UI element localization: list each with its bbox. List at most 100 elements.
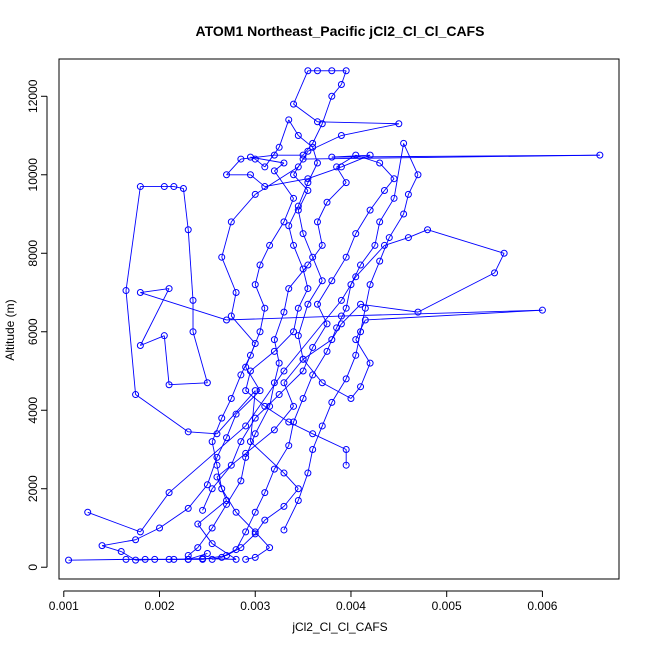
series-line-segment (278, 119, 290, 148)
series-line-segment (283, 382, 294, 407)
data-point (218, 485, 226, 493)
series-line-segment (230, 315, 256, 344)
series-line-segment (355, 331, 361, 356)
data-point (285, 418, 293, 426)
data-point (251, 281, 259, 289)
data-point (208, 540, 216, 548)
series-line-segment (283, 488, 299, 507)
data-point (366, 151, 374, 159)
series-line-segment (274, 162, 285, 172)
series-line-segment (216, 465, 223, 489)
series-line-segment (240, 457, 247, 481)
data-point (309, 253, 317, 261)
data-point (366, 359, 374, 367)
data-point (227, 218, 235, 226)
series-line-segment (254, 166, 299, 195)
data-point (136, 289, 144, 297)
series-line-segment (264, 405, 289, 423)
y-axis: 0 2000 4000 6000 8000 10000 12000 (26, 79, 48, 571)
data-point (342, 179, 350, 187)
y-tick-label: 6000 (26, 318, 40, 345)
series-line-segment (139, 288, 170, 346)
series-line-segment (364, 284, 371, 309)
data-point (117, 548, 125, 556)
data-point (208, 438, 216, 446)
data-point (218, 414, 226, 422)
data-point (270, 347, 278, 355)
series-line-segment (274, 445, 290, 470)
series-line-segment (293, 245, 304, 270)
data-point (251, 190, 259, 198)
series-line-segment (302, 143, 314, 156)
data-point (165, 555, 173, 563)
data-point (280, 502, 288, 510)
data-point (266, 241, 274, 249)
data-point (242, 363, 250, 371)
y-axis-label: Altitude (m) (3, 299, 17, 360)
data-point (280, 367, 288, 375)
data-point (122, 287, 130, 295)
series-line-segment (264, 468, 275, 493)
data-point (203, 379, 211, 387)
series-line-segment (245, 366, 261, 391)
data-point (270, 167, 278, 175)
series-line-segment (163, 335, 170, 385)
series-line-segment (331, 256, 347, 281)
data-point (246, 153, 254, 161)
x-tick-label: 0.002 (144, 599, 174, 613)
series-line-segment (125, 290, 137, 395)
data-point (596, 151, 604, 159)
series-line-segment (140, 492, 170, 533)
data-point (342, 461, 350, 469)
series-line-segment (331, 84, 342, 97)
data-point (500, 249, 508, 257)
data-point (304, 147, 312, 155)
series-line-segment (250, 441, 285, 474)
series-line-segment (169, 382, 208, 386)
data-point (270, 336, 278, 344)
data-point (84, 508, 92, 516)
data-point (132, 556, 140, 564)
data-point (223, 171, 231, 179)
data-point (299, 367, 307, 375)
series-line-segment (245, 433, 256, 458)
series-line-segment (307, 162, 318, 183)
data-point (342, 253, 350, 261)
series-line-segment (283, 288, 290, 313)
data-point (266, 544, 274, 552)
series-line-segment (427, 229, 505, 254)
series-line-segment (197, 527, 213, 548)
series-line-segment (384, 237, 409, 246)
series-line-segment (245, 512, 256, 533)
data-point (294, 485, 302, 493)
series-line-segment (211, 441, 218, 466)
series-line-segment (360, 308, 366, 332)
data-point (376, 159, 384, 167)
data-point (256, 387, 264, 395)
series-line-segment (140, 335, 165, 346)
series-line-segment (297, 182, 309, 207)
data-point (328, 92, 336, 100)
series-line-segment (288, 205, 299, 226)
series-line-segment (302, 347, 314, 372)
data-point (170, 555, 178, 563)
data-point (208, 485, 216, 493)
data-point (223, 316, 231, 324)
data-point (309, 343, 317, 351)
series-line-segment (230, 292, 237, 317)
series-line-segment (355, 209, 371, 234)
data-point (194, 544, 202, 552)
data-point (328, 153, 336, 161)
series-line-segment (379, 162, 395, 180)
series-line-segment (350, 264, 361, 285)
data-point (299, 151, 307, 159)
series-line-segment (297, 472, 309, 501)
data-point (299, 394, 307, 402)
data-point (294, 132, 302, 140)
data-point (414, 308, 422, 316)
data-point (270, 379, 278, 387)
series-line-segment (221, 221, 232, 258)
series-line-segment (245, 390, 266, 407)
data-point (347, 281, 355, 289)
series-line-segment (221, 398, 232, 419)
